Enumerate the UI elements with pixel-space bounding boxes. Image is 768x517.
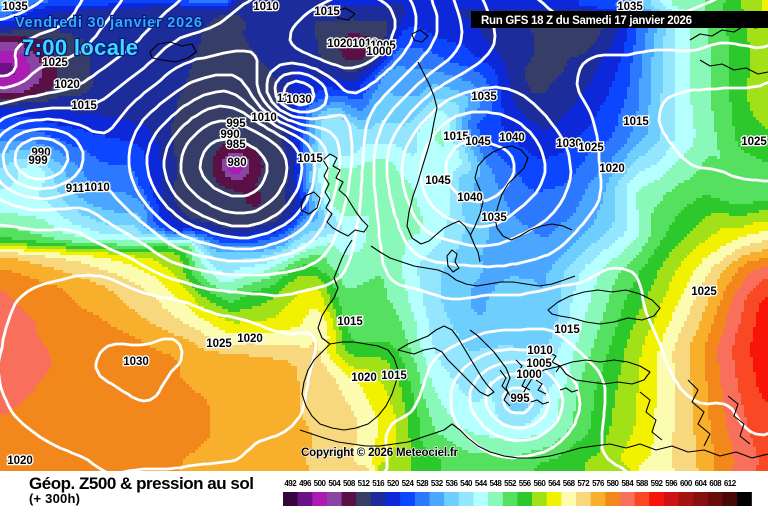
svg-text:1025: 1025	[42, 57, 68, 69]
svg-text:1010: 1010	[84, 182, 110, 194]
svg-text:1030: 1030	[123, 356, 149, 368]
svg-text:600: 600	[680, 479, 693, 488]
svg-text:1015: 1015	[297, 153, 323, 165]
svg-text:1000: 1000	[366, 46, 392, 58]
svg-text:1020: 1020	[7, 455, 33, 467]
svg-text:1030: 1030	[556, 138, 582, 150]
svg-text:556: 556	[519, 479, 532, 488]
svg-text:544: 544	[475, 479, 488, 488]
svg-text:496: 496	[299, 479, 312, 488]
svg-text:524: 524	[402, 479, 415, 488]
svg-text:1010: 1010	[352, 38, 378, 50]
svg-text:1025: 1025	[578, 142, 604, 154]
svg-text:1035: 1035	[471, 91, 497, 103]
svg-text:492: 492	[284, 479, 297, 488]
svg-text:536: 536	[446, 479, 459, 488]
svg-text:1010: 1010	[527, 345, 553, 357]
svg-text:Copyright © 2026 Meteociel.fr: Copyright © 2026 Meteociel.fr	[301, 447, 459, 459]
svg-text:11: 11	[277, 93, 290, 105]
svg-text:995: 995	[510, 393, 530, 405]
svg-text:1045: 1045	[465, 136, 491, 148]
svg-text:1030: 1030	[286, 94, 312, 106]
svg-text:508: 508	[343, 479, 356, 488]
svg-text:1025: 1025	[691, 286, 717, 298]
svg-text:1005: 1005	[370, 40, 396, 52]
svg-text:980: 980	[227, 157, 246, 169]
svg-text:1020: 1020	[237, 333, 263, 345]
svg-text:564: 564	[548, 479, 561, 488]
svg-text:580: 580	[607, 479, 620, 488]
svg-text:568: 568	[563, 479, 576, 488]
svg-text:588: 588	[636, 479, 649, 488]
svg-text:512: 512	[358, 479, 371, 488]
svg-text:1020: 1020	[54, 79, 80, 91]
svg-text:1015: 1015	[337, 316, 363, 328]
svg-text:584: 584	[621, 479, 634, 488]
svg-text:1040: 1040	[499, 132, 525, 144]
svg-text:Run GFS 18 Z du Samedi 17 janv: Run GFS 18 Z du Samedi 17 janvier 2026	[481, 15, 692, 27]
svg-text:1020: 1020	[599, 163, 625, 175]
svg-text:1045: 1045	[425, 175, 451, 187]
svg-text:560: 560	[533, 479, 546, 488]
svg-text:Géop. Z500 & pression au sol: Géop. Z500 & pression au sol	[29, 474, 254, 493]
svg-text:1035: 1035	[617, 1, 643, 13]
svg-text:1035: 1035	[481, 212, 507, 224]
svg-text:548: 548	[489, 479, 502, 488]
svg-text:1005: 1005	[526, 358, 552, 370]
svg-text:Vendredi 30 janvier 2026: Vendredi 30 janvier 2026	[15, 15, 202, 31]
svg-text:1020: 1020	[327, 38, 353, 50]
svg-text:1040: 1040	[457, 192, 483, 204]
svg-text:1025: 1025	[741, 136, 767, 148]
svg-text:999: 999	[28, 155, 47, 167]
svg-text:572: 572	[577, 479, 590, 488]
svg-text:1025: 1025	[206, 338, 232, 350]
svg-text:990: 990	[31, 147, 50, 159]
svg-text:612: 612	[724, 479, 737, 488]
svg-text:520: 520	[387, 479, 400, 488]
svg-text:1015: 1015	[314, 6, 340, 18]
svg-text:(+ 300h): (+ 300h)	[29, 491, 80, 506]
svg-text:516: 516	[372, 479, 385, 488]
svg-text:592: 592	[651, 479, 664, 488]
svg-text:1015: 1015	[554, 324, 580, 336]
svg-text:528: 528	[416, 479, 429, 488]
svg-text:1000: 1000	[516, 369, 542, 381]
svg-text:504: 504	[328, 479, 341, 488]
svg-text:1010: 1010	[251, 112, 277, 124]
svg-text:911: 911	[66, 183, 85, 195]
svg-text:995: 995	[226, 118, 246, 130]
svg-text:552: 552	[504, 479, 517, 488]
svg-text:990: 990	[220, 129, 239, 141]
svg-text:985: 985	[226, 139, 246, 151]
svg-text:1015: 1015	[443, 131, 469, 143]
svg-text:576: 576	[592, 479, 605, 488]
svg-text:1035: 1035	[2, 1, 28, 13]
svg-text:1015: 1015	[71, 100, 97, 112]
svg-text:596: 596	[665, 479, 678, 488]
svg-text:608: 608	[709, 479, 722, 488]
svg-text:1015: 1015	[623, 116, 649, 128]
svg-text:7:00 locale: 7:00 locale	[22, 35, 138, 60]
svg-text:1020: 1020	[351, 372, 377, 384]
svg-text:1015: 1015	[381, 370, 407, 382]
svg-text:1010: 1010	[253, 1, 279, 13]
svg-text:540: 540	[460, 479, 473, 488]
svg-text:604: 604	[695, 479, 708, 488]
svg-text:532: 532	[431, 479, 444, 488]
svg-text:500: 500	[314, 479, 327, 488]
